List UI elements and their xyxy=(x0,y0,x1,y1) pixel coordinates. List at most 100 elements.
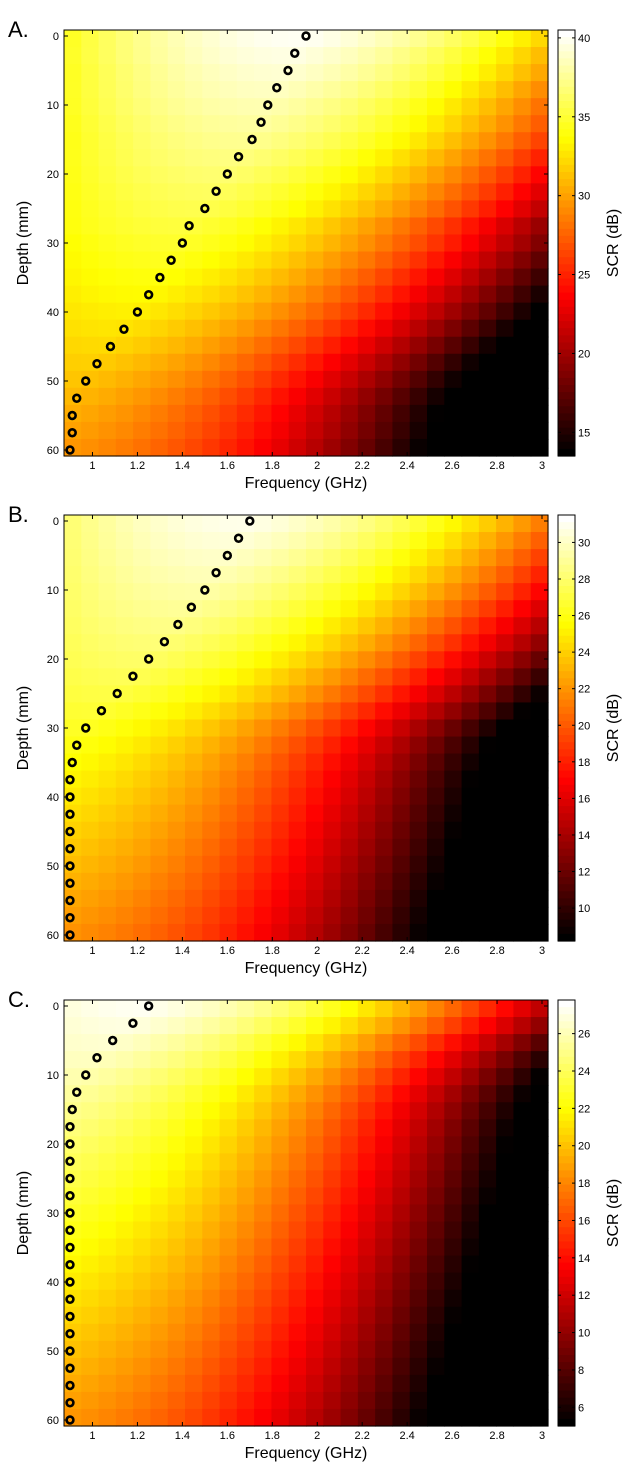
heatmap-cell xyxy=(375,81,394,99)
heatmap-cell xyxy=(254,1153,273,1171)
heatmap-cell xyxy=(133,651,152,669)
heatmap-cell xyxy=(271,1255,290,1274)
heatmap-cell xyxy=(236,736,255,755)
heatmap-cell xyxy=(375,923,394,942)
heatmap-cell xyxy=(185,1340,203,1359)
heatmap-cell xyxy=(219,285,238,304)
heatmap-cell xyxy=(202,183,221,201)
heatmap-cell xyxy=(98,404,117,423)
heatmap-cell xyxy=(478,1408,497,1427)
heatmap-cell xyxy=(81,770,100,789)
heatmap-cell xyxy=(254,1255,273,1274)
heatmap-cell xyxy=(254,1391,273,1410)
heatmap-cell xyxy=(357,770,376,789)
heatmap-cell xyxy=(288,787,307,806)
heatmap-cell xyxy=(98,302,117,321)
heatmap-cell xyxy=(150,889,169,908)
heatmap-cell xyxy=(81,404,100,423)
heatmap-cell xyxy=(478,855,497,874)
heatmap-cell xyxy=(167,600,186,618)
y-tick-label: 10 xyxy=(47,1070,59,1082)
heatmap-cell xyxy=(513,1102,532,1120)
heatmap-cell xyxy=(478,1374,497,1393)
heatmap-cell xyxy=(444,889,463,908)
colorbar-band xyxy=(558,571,575,580)
colorbar-band xyxy=(558,434,575,443)
heatmap-cell xyxy=(64,64,82,82)
heatmap-cell xyxy=(530,1323,549,1342)
heatmap-cell xyxy=(115,183,134,201)
heatmap-cell xyxy=(271,583,290,601)
heatmap-cell xyxy=(167,736,186,755)
heatmap-cell xyxy=(64,1068,82,1086)
y-tick-label: 10 xyxy=(47,100,59,112)
heatmap-cell xyxy=(461,1000,480,1018)
colorbar-band xyxy=(558,349,575,358)
colorbar-tick-label: 35 xyxy=(578,112,590,124)
heatmap-cell xyxy=(98,855,117,874)
heatmap-cell xyxy=(219,617,238,635)
heatmap-cell xyxy=(323,634,342,652)
heatmap-cell xyxy=(306,906,324,925)
heatmap-cell xyxy=(150,1085,169,1103)
heatmap-cell xyxy=(496,804,515,823)
colorbar-band xyxy=(558,1333,575,1342)
heatmap-cell xyxy=(133,1340,152,1359)
heatmap-cell xyxy=(115,1153,134,1171)
heatmap-cell xyxy=(254,583,273,601)
heatmap-cell xyxy=(461,804,480,823)
heatmap-cell xyxy=(115,600,134,618)
heatmap-cell xyxy=(340,319,359,338)
heatmap-cells xyxy=(64,515,549,942)
heatmap-cell xyxy=(150,821,169,840)
heatmap-cell xyxy=(427,770,445,789)
heatmap-cell xyxy=(167,1255,186,1274)
heatmap-cell xyxy=(115,566,134,584)
heatmap-cell xyxy=(478,1340,497,1359)
heatmap-cell xyxy=(530,302,549,321)
heatmap-cell xyxy=(357,166,376,184)
optimal-frequency-point xyxy=(92,359,102,369)
heatmap-cell xyxy=(236,302,255,321)
heatmap-cell xyxy=(202,702,221,721)
heatmap-cell xyxy=(340,872,359,891)
heatmap-cell xyxy=(409,336,428,355)
heatmap-cell xyxy=(444,1340,463,1359)
heatmap-cell xyxy=(98,353,117,372)
heatmap-cell xyxy=(185,319,203,338)
heatmap-cells xyxy=(64,1000,549,1427)
heatmap-cell xyxy=(323,1272,342,1291)
heatmap-cell xyxy=(340,1119,359,1137)
colorbar-band xyxy=(558,356,575,365)
heatmap-cell xyxy=(478,583,497,601)
heatmap-cell xyxy=(202,1289,221,1308)
heatmap-cell xyxy=(219,1272,238,1291)
y-tick-label: 20 xyxy=(47,169,59,181)
heatmap-cell xyxy=(323,1221,342,1240)
heatmap-cell xyxy=(271,1102,290,1120)
colorbar-band xyxy=(558,1213,575,1221)
heatmap-cell xyxy=(392,1340,411,1359)
heatmap-cell xyxy=(409,1408,428,1427)
heatmap-cell xyxy=(323,47,342,65)
heatmap-cell xyxy=(288,821,307,840)
heatmap-cell xyxy=(288,1289,307,1308)
heatmap-cell xyxy=(133,719,152,738)
colorbar-band xyxy=(558,1120,575,1129)
heatmap-cell xyxy=(271,98,290,116)
heatmap-cell xyxy=(530,1153,549,1171)
heatmap-cell xyxy=(288,149,307,167)
heatmap-cell xyxy=(392,719,411,738)
heatmap-cell xyxy=(392,1000,411,1018)
heatmap-cell xyxy=(271,1357,290,1376)
heatmap-cell xyxy=(513,1323,532,1342)
heatmap-cell xyxy=(530,319,549,338)
heatmap-cell xyxy=(340,166,359,184)
heatmap-cell xyxy=(185,353,203,372)
heatmap-cell xyxy=(81,906,100,925)
heatmap-cell xyxy=(150,736,169,755)
heatmap-cell xyxy=(427,132,445,150)
heatmap-cell xyxy=(236,183,255,201)
heatmap-cell xyxy=(64,532,82,550)
colorbar-band xyxy=(558,1184,575,1193)
